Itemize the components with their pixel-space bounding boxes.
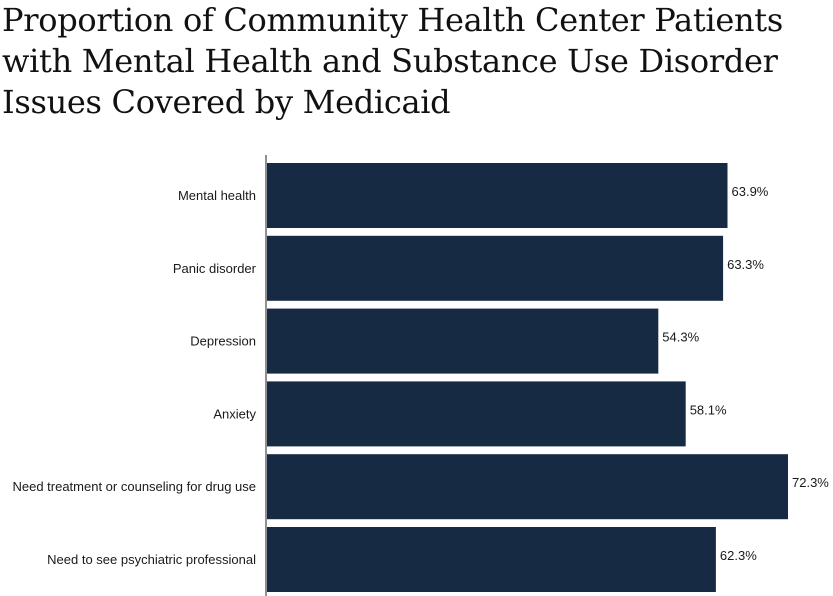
category-label: Need treatment or counseling for drug us…: [12, 479, 256, 494]
bar: [267, 308, 659, 374]
category-label: Need to see psychiatric professional: [47, 552, 256, 567]
category-label: Depression: [190, 334, 256, 349]
value-label: 62.3%: [720, 548, 757, 563]
bar: [267, 163, 728, 228]
value-label: 63.3%: [727, 257, 764, 272]
bar: [267, 454, 788, 520]
category-label: Panic disorder: [173, 261, 257, 276]
value-label: 63.9%: [732, 184, 769, 199]
value-label: 54.3%: [662, 330, 699, 345]
bars-group: Mental health 63.9% Panic disorder 63.3% Dep…: [12, 163, 829, 592]
value-label: 72.3%: [792, 475, 829, 490]
category-label: Mental health: [178, 188, 256, 203]
bar: [267, 527, 716, 592]
category-label: Anxiety: [213, 406, 256, 421]
value-label: 58.1%: [690, 402, 727, 417]
bar: [267, 235, 724, 301]
bar: [267, 381, 686, 447]
chart-title: Proportion of Community Health Center Pa…: [2, 1, 783, 121]
